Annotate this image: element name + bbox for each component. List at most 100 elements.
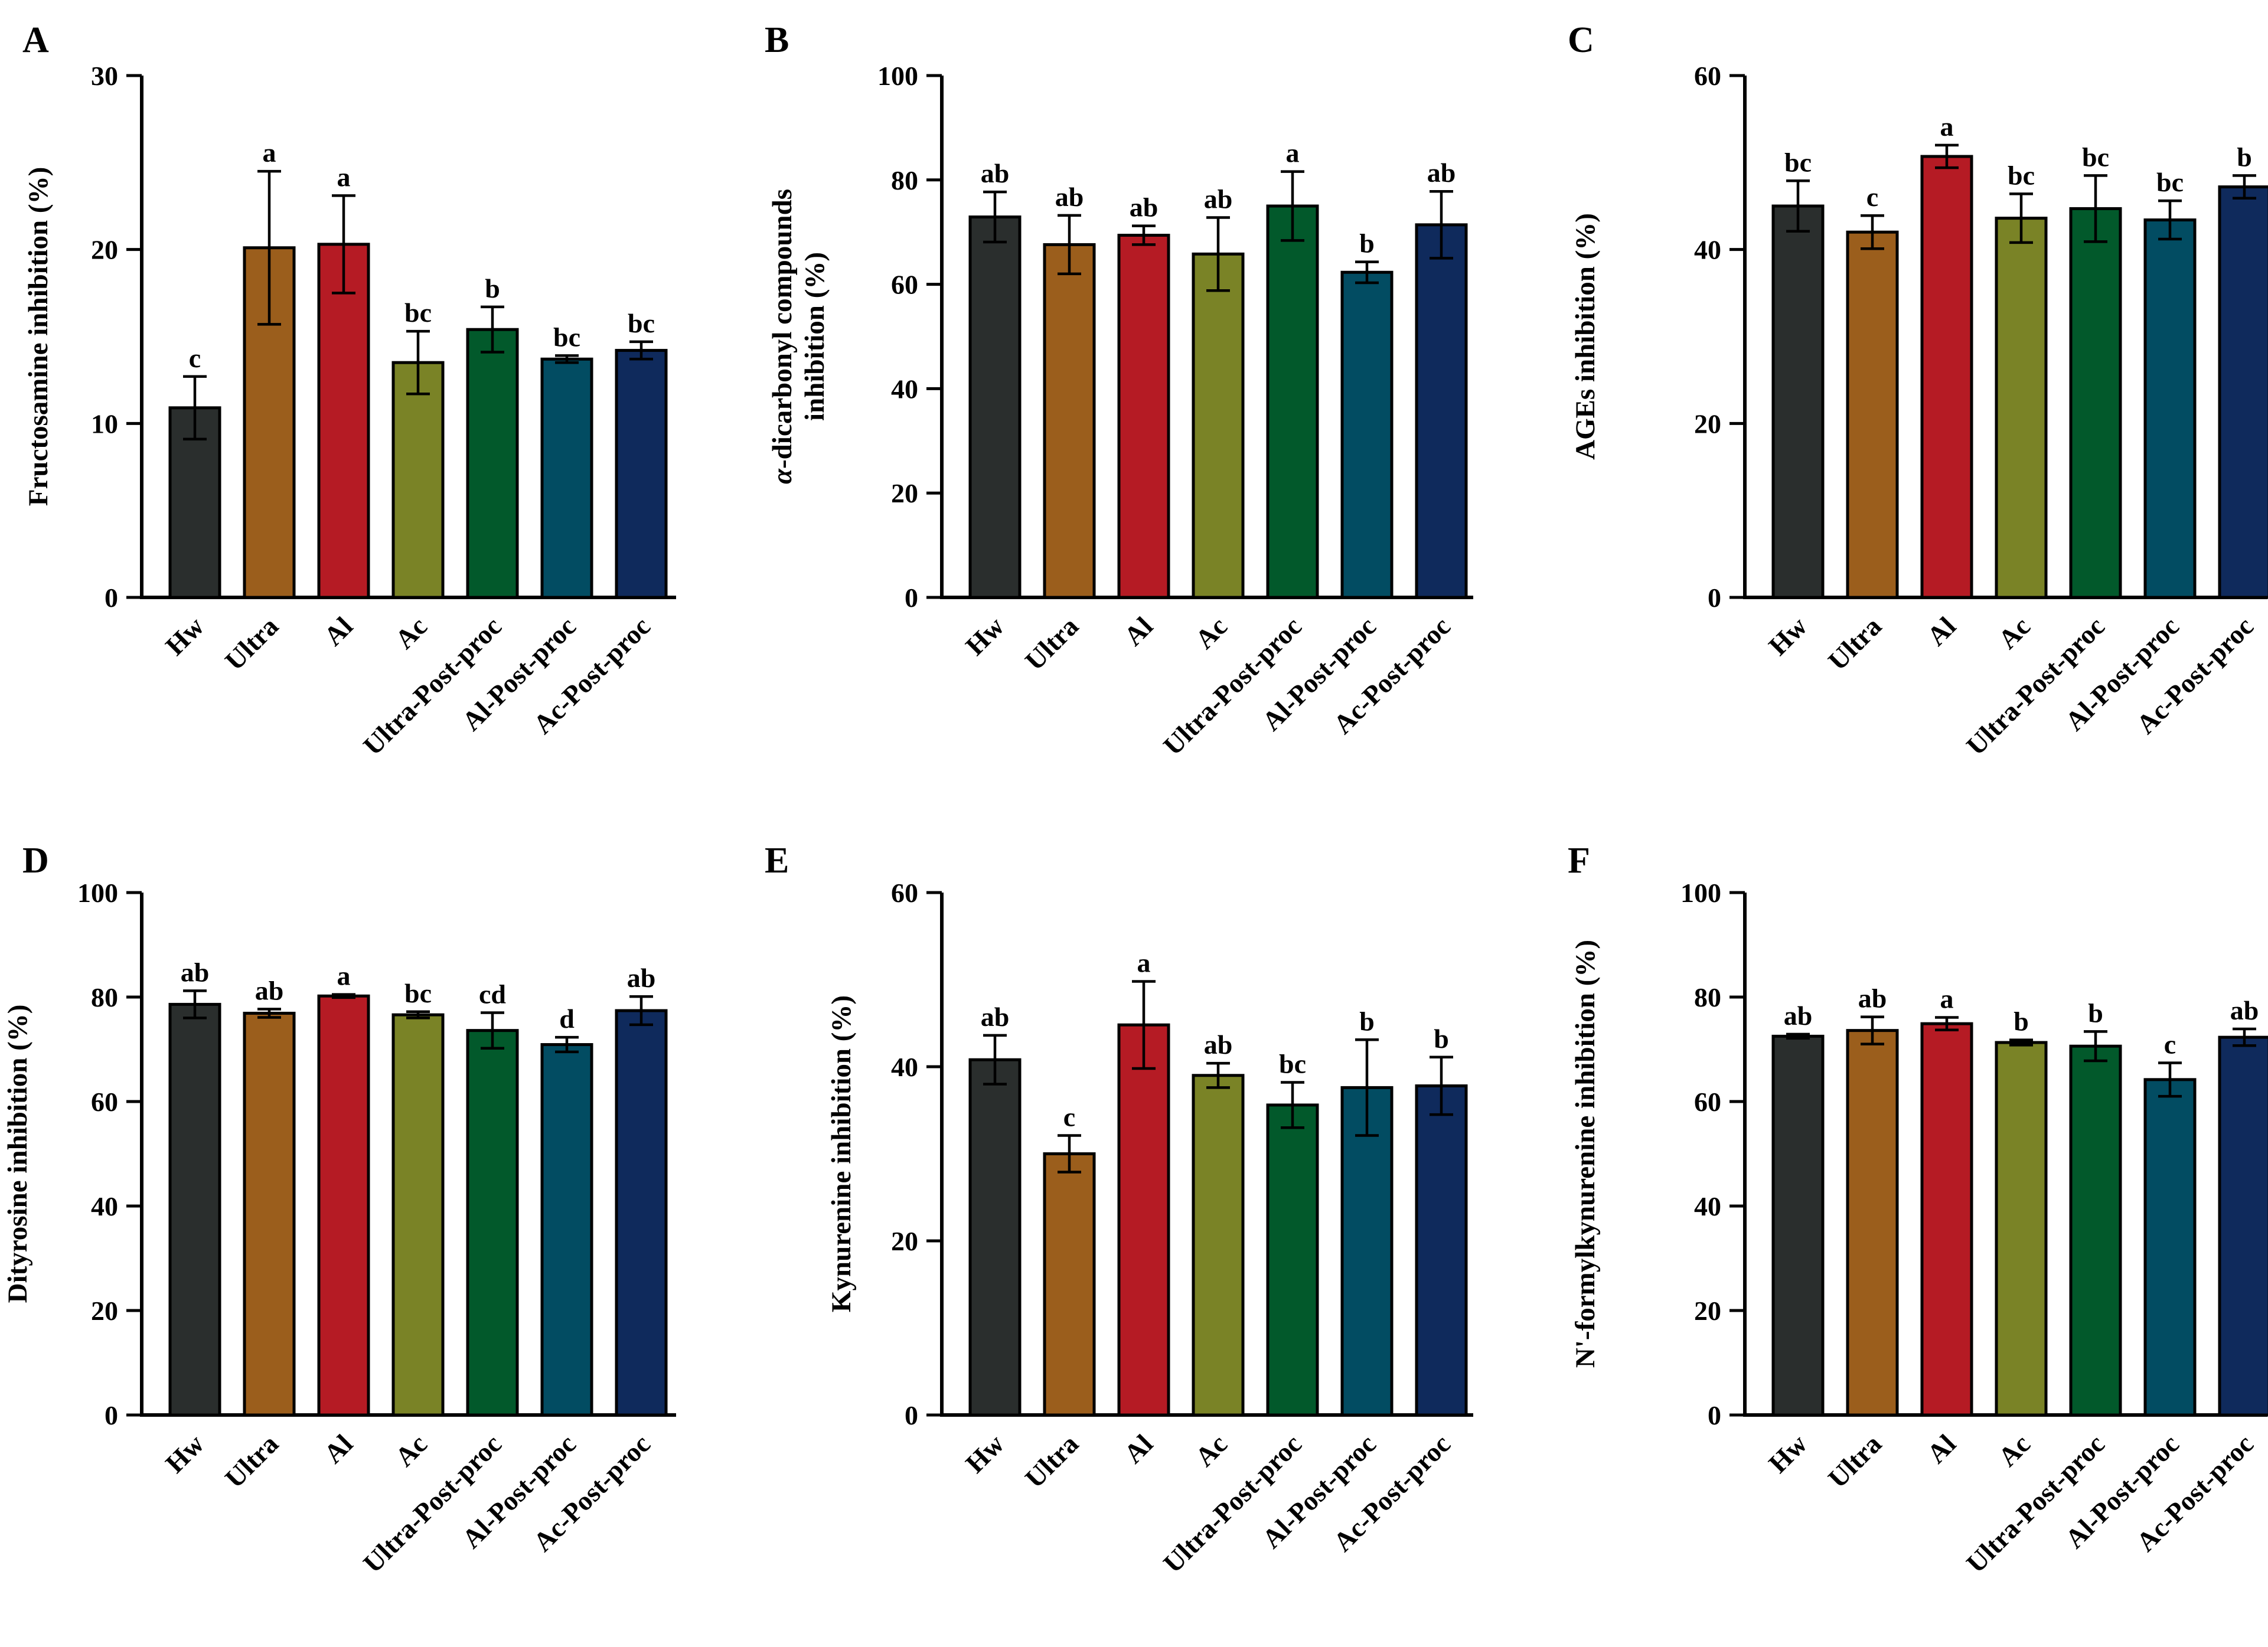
significance-label-c-al-post-proc: bc [2156,167,2184,197]
error-bar-a-al-post-proc [555,354,579,364]
x-tick-label-b-al: Al [1118,611,1159,652]
significance-label-b-ac: ab [1204,184,1233,214]
error-bar-b-ac [1206,216,1230,292]
significance-label-c-ultra: c [1866,182,1878,212]
error-bar-e-hw [983,1034,1007,1086]
y-tick-label-f-60: 60 [1694,1087,1721,1117]
bar-e-ultra [1043,1152,1096,1417]
x-tick-label-a-ultra: Ultra [219,611,284,676]
x-tick-label-e-ac: Ac [1189,1429,1233,1472]
y-tick-label-c-20: 20 [1694,409,1721,439]
significance-label-a-ultra-post-proc: b [485,273,500,303]
x-tick-label-f-ultra: Ultra [1822,1429,1887,1494]
x-tick-label-d-ultra: Ultra [219,1429,284,1494]
error-bar-c-al [1935,143,1959,169]
y-tick-label-a-20: 20 [91,235,118,265]
y-tick-label-f-0: 0 [1708,1400,1721,1430]
y-tick-label-d-40: 40 [91,1191,118,1221]
bar-c-ac-post-proc [2218,185,2268,599]
y-tick-label-b-60: 60 [891,270,918,300]
significance-label-e-ultra: c [1063,1102,1075,1132]
bar-b-ultra [1043,243,1096,599]
significance-label-c-hw: bc [1784,147,1812,177]
significance-label-f-al: a [1940,984,1954,1014]
bar-d-hw [168,1002,221,1417]
x-tick-label-c-ac: Ac [1992,611,2036,655]
y-tick-label-e-0: 0 [905,1400,918,1430]
y-tick-label-f-20: 20 [1694,1296,1721,1326]
error-bar-b-al [1132,224,1156,246]
error-bar-d-ac [406,1010,430,1019]
bar-c-ac [1995,217,2048,599]
bar-f-al-post-proc [2143,1078,2197,1417]
bar-f-ultra-post-proc [2069,1044,2122,1417]
y-axis-label-e: Kynurenine inhibition (%) [826,995,857,1312]
y-axis-label-b-line-2: inhibition (%) [799,252,830,421]
significance-label-e-hw: ab [981,1002,1010,1032]
significance-label-a-hw: c [189,343,201,373]
error-bar-d-al-post-proc [555,1035,579,1054]
x-tick-label-f-hw: Hw [1763,1429,1813,1479]
bar-c-ultra-post-proc [2069,207,2122,599]
error-bar-e-ultra [1058,1134,1081,1174]
error-bar-d-al [332,993,355,999]
significance-label-a-ac: bc [404,298,432,328]
panel-letter-d: D [22,841,49,881]
x-tick-label-a-al: Al [318,611,358,652]
error-bar-c-ultra [1861,214,1884,250]
significance-label-d-al: a [337,961,351,991]
error-bar-b-ultra-post-proc [1281,170,1304,242]
significance-label-e-ac-post-proc: b [1434,1024,1449,1054]
error-bar-e-al [1132,980,1156,1070]
y-tick-label-d-100: 100 [77,878,118,908]
error-bar-e-ac [1206,1061,1230,1089]
x-tick-label-f-ac: Ac [1992,1429,2036,1472]
bar-f-hw [1771,1034,1825,1417]
x-tick-label-f-al: Al [1921,1429,1962,1469]
significance-label-e-ultra-post-proc: bc [1279,1049,1306,1079]
significance-label-e-al: a [1137,947,1151,978]
y-tick-label-b-0: 0 [905,583,918,613]
bar-b-hw [968,215,1022,599]
bar-b-al-post-proc [1340,270,1394,599]
x-tick-label-e-ultra: Ultra [1019,1429,1084,1494]
x-tick-label-c-al: Al [1921,611,1962,652]
x-tick-label-a-ac: Ac [389,611,433,655]
significance-label-d-hw: ab [181,957,210,987]
y-axis-label-b-line-1: α-dicarbonyl compounds [767,189,798,484]
bar-f-ultra [1846,1029,1899,1417]
significance-label-a-al-post-proc: bc [553,322,580,352]
y-tick-label-c-60: 60 [1694,61,1721,91]
bar-c-ultra [1846,230,1899,599]
x-tick-label-b-ac: Ac [1189,611,1233,655]
significance-label-a-ac-post-proc: bc [628,308,655,338]
significance-label-e-ac: ab [1204,1030,1233,1060]
x-tick-label-d-ac: Ac [389,1429,433,1472]
bar-d-ultra [243,1011,296,1417]
significance-label-f-ac: b [2014,1006,2029,1037]
y-tick-label-e-60: 60 [891,878,918,908]
bar-d-ultra-post-proc [466,1029,519,1417]
significance-label-b-hw: ab [981,158,1010,188]
y-tick-label-b-100: 100 [877,61,918,91]
error-bar-f-ac [2009,1038,2033,1047]
bar-c-hw [1771,204,1825,599]
significance-label-f-ac-post-proc: ab [2230,995,2259,1025]
x-tick-label-c-ultra: Ultra [1822,611,1887,676]
error-bar-d-ultra [257,1008,281,1019]
bar-b-ac-post-proc [1415,223,1468,599]
error-bar-f-al [1935,1016,1959,1032]
error-bar-b-hw [983,190,1007,244]
bar-c-al [1920,155,1973,599]
bar-a-ac [391,361,445,599]
y-tick-label-d-60: 60 [91,1087,118,1117]
bar-b-ac [1192,252,1245,599]
panel-letter-c: C [1568,20,1594,60]
error-bar-f-ultra-post-proc [2084,1030,2107,1063]
significance-label-d-ac: bc [404,978,432,1008]
y-axis-label-f: N'-formylkynurenine inhibition (%) [1570,940,1601,1368]
y-tick-label-e-20: 20 [891,1226,918,1256]
significance-label-d-al-post-proc: d [559,1004,575,1034]
